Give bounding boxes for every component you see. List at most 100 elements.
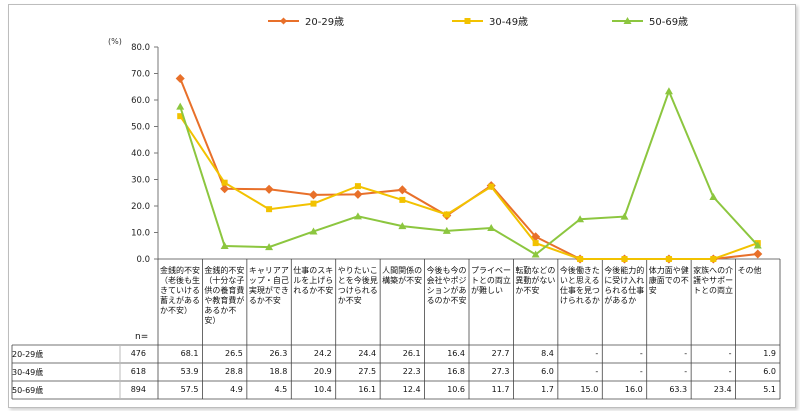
table-cell: 24.4 (358, 349, 377, 358)
table-cell: 12.4 (402, 385, 421, 394)
y-tick-label: 70.0 (131, 70, 150, 80)
data-point (398, 222, 407, 230)
table-cell: - (639, 367, 643, 376)
data-point (266, 206, 273, 213)
category-label: 今後能力的に受け入れられる仕事があるか (604, 266, 645, 305)
row-label: 20-29歳 (12, 350, 44, 359)
legend-item: 30-49歳 (452, 13, 528, 28)
data-point (175, 74, 185, 84)
category-label: プライベートとの両立が難しい (471, 266, 511, 295)
data-point (353, 189, 363, 199)
data-point (265, 243, 274, 251)
category-label: 仕事のスキルを上げられるか不安 (293, 266, 334, 295)
series-line-30-49歳 (179, 115, 759, 260)
table-cell: - (595, 367, 599, 376)
category-label: 金銭的不安（十分な子供の養育費や教育費があるか不安） (204, 266, 245, 325)
series-line-50-69歳 (179, 88, 759, 256)
table-cell: 6.0 (763, 367, 776, 376)
table-cell: 1.9 (763, 349, 776, 358)
table-cell: 23.4 (713, 385, 732, 394)
table-cell: 27.5 (358, 367, 377, 376)
legend-item: 20-29歳 (268, 13, 344, 28)
legend-marker (612, 16, 643, 24)
data-point (487, 223, 496, 231)
table-cell: - (684, 349, 688, 358)
data-point (532, 240, 539, 247)
data-point (577, 256, 584, 262)
data-point (221, 179, 228, 186)
data-point (665, 256, 672, 262)
table-cell: - (728, 349, 732, 358)
table-cell: 28.8 (225, 367, 243, 376)
data-point (264, 184, 274, 194)
data-point (709, 192, 718, 200)
table-cell: 10.6 (447, 385, 465, 394)
data-point (176, 102, 185, 110)
category-label: 金銭的不安（老後も生きていける蓄えがあるか不安） (160, 266, 200, 315)
data-point (710, 256, 717, 262)
category-label: 家族への介護やサポートとの両立 (693, 266, 734, 295)
category-label: 体力面や健康面での不安 (648, 266, 689, 295)
table-cell: 26.3 (269, 349, 288, 358)
n-value: 894 (130, 385, 146, 394)
table-cell: 16.8 (447, 367, 465, 376)
table-cell: 57.5 (180, 385, 199, 394)
data-point (531, 250, 540, 258)
data-point (488, 183, 495, 190)
table-cell: - (684, 367, 688, 376)
series-line-20-29歳 (179, 78, 758, 260)
category-label: 転勤などの異動がないか不安 (515, 266, 556, 295)
chart-frame (8, 4, 796, 408)
data-point (309, 227, 318, 235)
category-label: 今後働きたいと思える仕事を見つけられるか (559, 266, 600, 305)
category-label: キャリアアップ・自己実現ができるか不安 (248, 266, 289, 305)
legend: 20-29歳 30-49歳 50-69歳 (0, 13, 800, 29)
table-cell: 18.8 (269, 367, 288, 376)
table-cell: - (595, 349, 599, 358)
data-point (310, 200, 317, 207)
table-cell: 4.5 (274, 385, 288, 394)
table-cell: 26.1 (402, 349, 421, 358)
legend-label: 50-69歳 (649, 17, 689, 28)
table-cell: 4.9 (230, 385, 243, 394)
data-point (442, 226, 451, 234)
y-tick-label: 80.0 (131, 43, 150, 53)
data-point (220, 184, 230, 194)
category-label: 人間関係の構築が不安 (382, 266, 423, 285)
table-cell: 16.1 (358, 385, 377, 394)
category-label: やりたいことを今後見つけられるか不安 (337, 266, 378, 305)
data-point (397, 185, 407, 195)
data-point (576, 215, 585, 223)
y-tick-label: 50.0 (131, 123, 150, 133)
y-tick-label: 40.0 (131, 149, 150, 159)
table-cell: - (728, 367, 732, 376)
table-cell: - (639, 349, 643, 358)
category-label: 今後も今の会社やポジションがあるのか不安 (426, 266, 467, 305)
data-point (664, 87, 673, 95)
table-cell: 1.7 (541, 385, 554, 394)
table-cell: 27.7 (491, 349, 510, 358)
table-cell: 68.1 (180, 349, 199, 358)
y-tick-label: 60.0 (131, 96, 150, 106)
table-cell: 10.4 (313, 385, 332, 394)
table-cell: 16.4 (447, 349, 465, 358)
legend-label: 30-49歳 (489, 17, 529, 28)
data-point (620, 212, 629, 220)
legend-item: 50-69歳 (612, 13, 688, 28)
row-label: 50-69歳 (12, 386, 44, 395)
table-cell: 11.7 (491, 385, 510, 394)
table-cell: 6.0 (541, 367, 554, 376)
table-cell: 16.0 (624, 385, 643, 394)
legend-marker (452, 17, 483, 24)
table-cell: 8.4 (541, 349, 554, 358)
table-cell: 20.9 (313, 367, 332, 376)
y-tick-label: 0.0 (136, 255, 150, 265)
table-cell: 53.9 (180, 367, 199, 376)
table-cell: 15.0 (580, 385, 599, 394)
data-point (308, 190, 319, 200)
data-point (399, 196, 406, 203)
row-label: 30-49歳 (12, 368, 44, 377)
table-cell: 27.3 (491, 367, 510, 376)
y-tick-label: 30.0 (131, 176, 150, 186)
